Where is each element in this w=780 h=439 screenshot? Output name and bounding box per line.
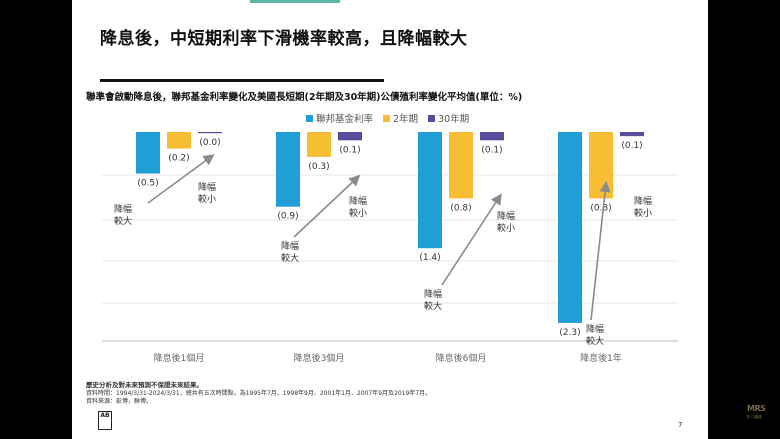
- bar-value-label: (0.8): [590, 203, 611, 213]
- bar: [558, 132, 582, 323]
- x-tick-label: 降息後3個月: [294, 352, 345, 364]
- bar: [276, 132, 300, 207]
- watermark-subtitle: 名人講座: [746, 414, 762, 419]
- chart-title: 聯準會啟動降息後，聯邦基金利率變化及美國長短期(2年期及30年期)公債殖利率變化…: [86, 92, 523, 103]
- annotation-small-drop-line2: 較小: [198, 193, 216, 205]
- bar: [338, 132, 362, 141]
- footnote-source: 資料來源：彭博，聯博。: [86, 398, 153, 405]
- bar-value-label: (0.0): [199, 138, 220, 148]
- chart-plot: (0.5) (0.9) (1.4) (2.3) (0.2) (0.3) (0.8) (0.8)…: [102, 132, 678, 364]
- bar-value-label: (2.3): [559, 328, 580, 338]
- legend-swatch: [383, 114, 391, 122]
- legend-label: 2年期: [393, 114, 419, 125]
- bar-value-label: (0.9): [277, 212, 298, 222]
- legend-label: 30年期: [438, 114, 470, 125]
- annotation-big-drop-line2: 較大: [424, 300, 442, 312]
- bar: [198, 132, 222, 134]
- page-number: 7: [678, 421, 683, 429]
- legend-item-30y: 30年期: [428, 111, 469, 125]
- top-accent-bar: [250, 0, 340, 3]
- annotation-small-drop-line1: 降幅: [349, 195, 367, 207]
- slide-title: 降息後，中短期利率下滑機率較高，且降幅較大: [100, 29, 468, 49]
- bar: [307, 132, 331, 157]
- ab-logo: AB: [98, 411, 112, 430]
- annotation-small-drop-line2: 較小: [634, 207, 652, 219]
- title-rule: [100, 79, 384, 82]
- bar-value-label: (0.2): [168, 154, 189, 164]
- annotation-small-drop-line2: 較小: [349, 207, 367, 219]
- bar: [480, 132, 504, 141]
- legend-label: 聯邦基金利率: [316, 114, 374, 125]
- x-tick-label: 降息後1年: [580, 352, 622, 364]
- annotation-big-drop-line1: 降幅: [586, 323, 604, 335]
- legend-swatch: [428, 114, 436, 122]
- bar-value-label: (0.1): [339, 145, 360, 155]
- watermark-logo: MRS: [747, 404, 766, 413]
- annotation-small-drop-line1: 降幅: [497, 210, 515, 222]
- bar-value-label: (0.3): [308, 162, 329, 172]
- bar: [620, 132, 644, 137]
- annotation-big-drop-line2: 較大: [114, 215, 132, 227]
- annotation-big-drop-line1: 降幅: [114, 203, 132, 215]
- chart-legend: 聯邦基金利率 2年期 30年期: [306, 111, 469, 125]
- legend-item-2y: 2年期: [383, 111, 418, 125]
- bar-value-label: (0.1): [481, 145, 502, 155]
- bar: [418, 132, 442, 249]
- legend-item-fed-funds: 聯邦基金利率: [306, 111, 373, 125]
- x-tick-label: 降息後6個月: [436, 352, 487, 364]
- bar-value-label: (0.8): [450, 203, 471, 213]
- footnote-disclaimer: 歷史分析及對未來預測不保證未來結果。: [86, 381, 203, 389]
- annotation-big-drop-line2: 較大: [586, 335, 604, 347]
- slide: 降息後，中短期利率下滑機率較高，且降幅較大 聯準會啟動降息後，聯邦基金利率變化及…: [72, 0, 708, 439]
- trend-arrow: [293, 174, 361, 238]
- trend-arrow: [147, 154, 215, 204]
- bar: [449, 132, 473, 199]
- bar: [167, 132, 191, 149]
- bar-value-label: (0.5): [137, 179, 158, 189]
- annotation-big-drop-line2: 較大: [281, 252, 299, 264]
- annotation-small-drop-line1: 降幅: [198, 181, 216, 193]
- bar: [136, 132, 160, 174]
- bar-value-label: (1.4): [419, 253, 440, 263]
- annotation-big-drop-line1: 降幅: [281, 240, 299, 252]
- annotation-small-drop-line1: 降幅: [634, 195, 652, 207]
- x-tick-label: 降息後1個月: [154, 352, 205, 364]
- footnote-period: 資料時間：1994/3/31-2024/3/31，總共有五次時間點，為1995年…: [86, 389, 432, 397]
- annotation-big-drop-line1: 降幅: [424, 288, 442, 300]
- footnotes: 歷史分析及對未來預測不保證未來結果。 資料時間：1994/3/31-2024/3…: [86, 381, 431, 407]
- trend-arrow: [590, 180, 611, 321]
- bar: [589, 132, 613, 199]
- annotation-small-drop-line2: 較小: [497, 222, 515, 234]
- legend-swatch: [306, 114, 313, 122]
- bar-value-label: (0.1): [621, 141, 642, 151]
- trend-arrow: [441, 193, 502, 286]
